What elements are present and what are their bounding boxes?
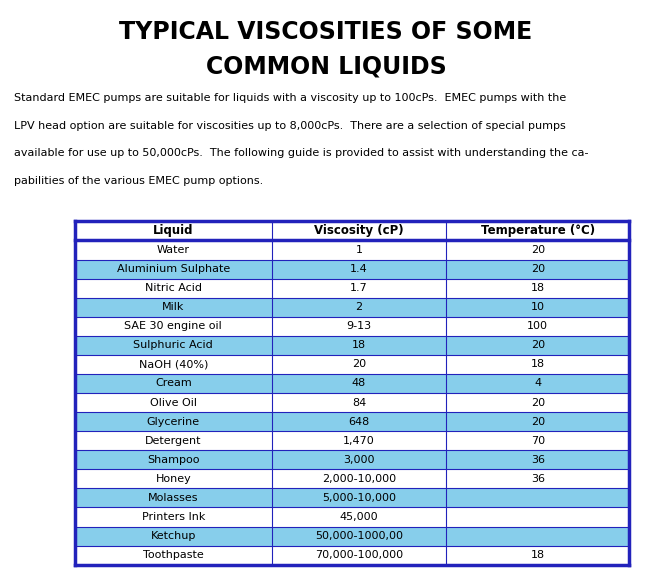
Text: 1: 1 xyxy=(355,245,363,255)
Text: Toothpaste: Toothpaste xyxy=(143,550,203,560)
Text: Sulphuric Acid: Sulphuric Acid xyxy=(134,340,213,350)
Text: Shampoo: Shampoo xyxy=(147,455,200,465)
Text: 9-13: 9-13 xyxy=(346,321,372,331)
Text: 10: 10 xyxy=(531,302,544,312)
Text: 20: 20 xyxy=(531,397,545,408)
Text: 4: 4 xyxy=(534,378,541,389)
Text: Water: Water xyxy=(157,245,190,255)
Text: 18: 18 xyxy=(531,283,545,293)
Text: 20: 20 xyxy=(352,359,366,369)
Text: 70,000-100,000: 70,000-100,000 xyxy=(315,550,403,560)
Text: 1.4: 1.4 xyxy=(350,264,368,274)
Text: 48: 48 xyxy=(352,378,366,389)
Text: 36: 36 xyxy=(531,455,544,465)
Text: 1.7: 1.7 xyxy=(350,283,368,293)
Text: 5,000-10,000: 5,000-10,000 xyxy=(322,493,396,503)
Text: 1,470: 1,470 xyxy=(343,436,375,446)
Text: 20: 20 xyxy=(531,417,545,427)
Text: 20: 20 xyxy=(531,340,545,350)
Text: available for use up to 50,000cPs.  The following guide is provided to assist wi: available for use up to 50,000cPs. The f… xyxy=(14,148,589,158)
Text: 3,000: 3,000 xyxy=(343,455,375,465)
Text: Olive Oil: Olive Oil xyxy=(150,397,197,408)
Text: 50,000-1000,00: 50,000-1000,00 xyxy=(315,531,403,541)
Text: 100: 100 xyxy=(527,321,548,331)
Text: LPV head option are suitable for viscosities up to 8,000cPs.  There are a select: LPV head option are suitable for viscosi… xyxy=(14,121,566,131)
Text: Cream: Cream xyxy=(155,378,192,389)
Text: NaOH (40%): NaOH (40%) xyxy=(139,359,208,369)
Text: Standard EMEC pumps are suitable for liquids with a viscosity up to 100cPs.  EME: Standard EMEC pumps are suitable for liq… xyxy=(14,93,567,103)
Text: Temperature (°C): Temperature (°C) xyxy=(481,224,595,237)
Text: Ketchup: Ketchup xyxy=(151,531,196,541)
Text: 20: 20 xyxy=(531,245,545,255)
Text: Viscosity (cP): Viscosity (cP) xyxy=(314,224,404,237)
Text: TYPICAL VISCOSITIES OF SOME: TYPICAL VISCOSITIES OF SOME xyxy=(119,20,533,44)
Text: 648: 648 xyxy=(348,417,370,427)
Text: 2: 2 xyxy=(355,302,363,312)
Text: COMMON LIQUIDS: COMMON LIQUIDS xyxy=(205,55,447,79)
Text: Honey: Honey xyxy=(155,474,191,484)
Text: Milk: Milk xyxy=(162,302,185,312)
Text: 36: 36 xyxy=(531,474,544,484)
Text: Nitric Acid: Nitric Acid xyxy=(145,283,202,293)
Text: 18: 18 xyxy=(352,340,366,350)
Text: Printers Ink: Printers Ink xyxy=(141,512,205,522)
Text: 20: 20 xyxy=(531,264,545,274)
Text: 84: 84 xyxy=(352,397,366,408)
Text: Liquid: Liquid xyxy=(153,224,194,237)
Text: Aluminium Sulphate: Aluminium Sulphate xyxy=(117,264,230,274)
Text: Glycerine: Glycerine xyxy=(147,417,200,427)
Text: 2,000-10,000: 2,000-10,000 xyxy=(322,474,396,484)
Text: 70: 70 xyxy=(531,436,545,446)
Text: SAE 30 engine oil: SAE 30 engine oil xyxy=(125,321,222,331)
Text: Molasses: Molasses xyxy=(148,493,199,503)
Text: 18: 18 xyxy=(531,550,545,560)
Text: Detergent: Detergent xyxy=(145,436,201,446)
Text: 18: 18 xyxy=(531,359,545,369)
Text: 45,000: 45,000 xyxy=(340,512,378,522)
Text: pabilities of the various EMEC pump options.: pabilities of the various EMEC pump opti… xyxy=(14,176,263,186)
